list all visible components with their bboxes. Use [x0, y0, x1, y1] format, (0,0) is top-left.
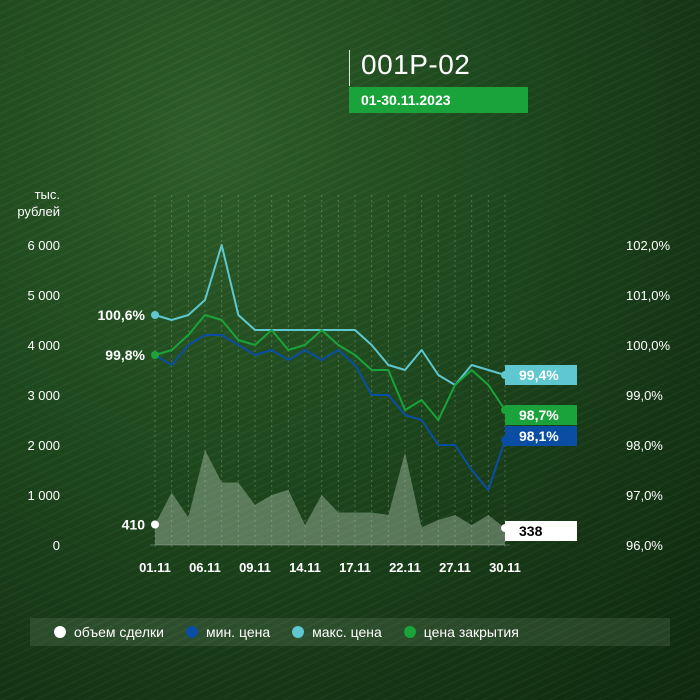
left-axis-unit: тыс. рублей: [14, 186, 60, 220]
legend-label-min: мин. цена: [206, 624, 271, 640]
left-axis-tick-label: 0: [53, 538, 60, 553]
right-axis-tick-label: 98,0%: [626, 438, 663, 453]
series-line-max: [154, 244, 506, 386]
end-marker-max: [501, 371, 509, 379]
end-label-box-min: [505, 426, 577, 446]
end-label-box-max: [505, 365, 577, 385]
end-label-close: 98,7%: [519, 407, 559, 423]
series-line-close: [154, 314, 506, 421]
volume-area: [155, 450, 505, 545]
left-axis-tick-label: 3 000: [27, 388, 60, 403]
x-axis-tick-label: 30.11: [489, 560, 521, 575]
legend-label-volume: объем сделки: [74, 624, 164, 640]
start-label-close: 99,8%: [105, 347, 145, 363]
x-axis-tick-label: 06.11: [189, 560, 221, 575]
left-axis-tick-label: 2 000: [27, 438, 60, 453]
right-axis-tick-label: 96,0%: [626, 538, 663, 553]
start-marker-volume: [151, 520, 159, 529]
x-axis-tick-label: 09.11: [239, 560, 271, 575]
x-axis-tick-label: 27.11: [439, 560, 471, 575]
start-marker-close: [151, 351, 159, 359]
x-axis-tick-label: 22.11: [389, 560, 421, 575]
right-axis-tick-label: 97,0%: [626, 488, 663, 503]
period-badge: 01-30.11.2023: [349, 87, 528, 113]
end-label-box-close: [505, 405, 577, 425]
legend-label-close: цена закрытия: [423, 624, 519, 640]
bond-title: 001P-02: [361, 49, 471, 80]
legend: объем сделки мин. цена макс. цена цена з…: [30, 618, 670, 646]
left-axis-tick-label: 1 000: [27, 488, 60, 503]
x-axis-tick-label: 01.11: [139, 560, 171, 575]
left-axis-tick-label: 4 000: [27, 338, 60, 353]
legend-marker-volume: [54, 626, 66, 638]
left-axis-tick-label: 6 000: [27, 238, 60, 253]
legend-marker-max: [292, 626, 305, 638]
x-axis-tick-label: 17.11: [339, 560, 371, 575]
end-label-min: 98,1%: [519, 428, 559, 444]
end-label-box-volume: [505, 521, 577, 541]
right-axis-tick-label: 100,0%: [626, 338, 671, 353]
legend-item-min: мин. цена: [186, 624, 270, 640]
legend-item-close: цена закрытия: [403, 624, 519, 640]
end-marker-volume: [501, 524, 509, 533]
right-axis-tick-label: 101,0%: [626, 288, 671, 303]
legend-marker-close: [403, 626, 416, 638]
title-rule: [349, 50, 350, 86]
end-marker-min: [501, 436, 509, 444]
legend-item-volume: объем сделки: [54, 624, 164, 640]
end-label-volume: 338: [519, 523, 543, 539]
left-axis-unit-line-2: рублей: [17, 204, 60, 219]
legend-label-max: макс. цена: [312, 624, 382, 640]
legend-marker-min: [186, 626, 198, 638]
left-axis-tick-label: 5 000: [27, 288, 60, 303]
price-volume-chart: 0 1 000 2 000 3 000 4 000 5 000 6 000 96,0% 97,0…: [27, 195, 671, 575]
end-marker-close: [501, 406, 509, 414]
start-marker-max: [151, 311, 159, 319]
x-axis-tick-label: 14.11: [289, 560, 321, 575]
end-label-max: 99,4%: [519, 367, 559, 383]
right-axis-tick-label: 99,0%: [626, 388, 663, 403]
left-axis-unit-line-1: тыс.: [34, 187, 60, 202]
start-label-volume: 410: [122, 517, 146, 533]
legend-item-max: макс. цена: [292, 624, 382, 640]
right-axis-tick-label: 102,0%: [626, 238, 671, 253]
start-label-max: 100,6%: [98, 307, 146, 323]
series-line-min: [154, 334, 506, 491]
